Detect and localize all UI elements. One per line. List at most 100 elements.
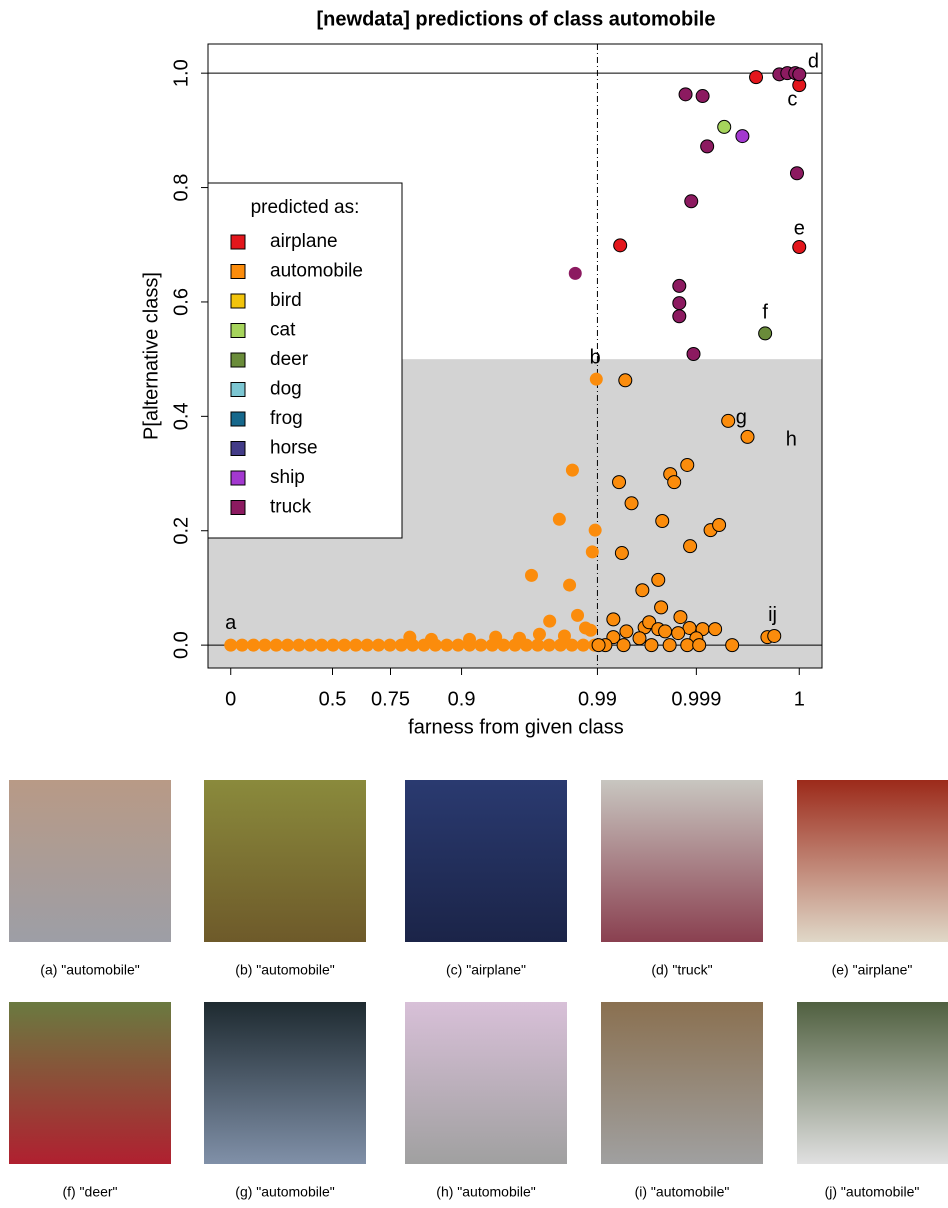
- thumbnail: [797, 1002, 948, 1164]
- point: [543, 614, 557, 628]
- point: [292, 638, 306, 652]
- point: [651, 572, 666, 587]
- point: [624, 496, 639, 511]
- point: [686, 346, 701, 361]
- point: [673, 610, 688, 625]
- point: [360, 638, 374, 652]
- thumbnail: [204, 780, 366, 942]
- y-tick-label: 0.0: [170, 631, 192, 659]
- point: [672, 296, 687, 311]
- chart-title: [newdata] predictions of class automobil…: [317, 8, 716, 30]
- caption: (f) "deer": [62, 1184, 117, 1200]
- point: [337, 638, 351, 652]
- legend-label: truck: [270, 497, 312, 518]
- point: [655, 514, 670, 529]
- point-label: e: [794, 218, 805, 240]
- point: [451, 638, 465, 652]
- point: [635, 583, 650, 598]
- point: [269, 638, 283, 652]
- point: [568, 266, 582, 280]
- point: [612, 475, 627, 490]
- point: [680, 638, 695, 653]
- y-tick-label: 0.8: [170, 174, 192, 202]
- caption: (i) "automobile": [635, 1184, 730, 1200]
- point: [303, 638, 317, 652]
- point: [712, 518, 727, 533]
- x-tick-label: 0.9: [448, 688, 476, 710]
- caption: (d) "truck": [651, 962, 712, 978]
- legend-label: horse: [270, 438, 318, 459]
- point: [735, 129, 750, 144]
- legend-label: cat: [270, 320, 296, 341]
- point: [662, 638, 677, 653]
- point: [563, 578, 577, 592]
- point: [708, 622, 723, 637]
- point: [463, 632, 477, 646]
- legend-label: frog: [270, 408, 303, 429]
- point: [315, 638, 329, 652]
- point: [684, 194, 699, 209]
- caption: (e) "airplane": [832, 962, 913, 978]
- y-axis-label: P[alternative class]: [140, 272, 162, 440]
- point: [246, 638, 260, 652]
- point: [792, 67, 807, 82]
- legend-swatch: [230, 293, 246, 309]
- point: [591, 638, 606, 653]
- point: [576, 638, 590, 652]
- point: [552, 512, 566, 526]
- thumbnail: [601, 1002, 763, 1164]
- point: [531, 638, 545, 652]
- point: [613, 238, 628, 253]
- point: [532, 627, 546, 641]
- thumbnail: [9, 1002, 171, 1164]
- point: [619, 624, 634, 639]
- point: [721, 413, 736, 428]
- point-label: c: [787, 88, 797, 110]
- x-axis-label: farness from given class: [408, 716, 624, 738]
- point: [557, 629, 571, 643]
- point: [565, 638, 579, 652]
- point: [584, 623, 598, 637]
- point: [424, 632, 438, 646]
- point: [717, 119, 732, 134]
- point: [513, 631, 527, 645]
- caption: (h) "automobile": [436, 1184, 535, 1200]
- point-label: d: [808, 51, 819, 73]
- point-label: ij: [768, 604, 777, 626]
- point: [614, 546, 629, 561]
- point: [281, 638, 295, 652]
- legend-swatch: [230, 470, 246, 486]
- point: [542, 638, 556, 652]
- point: [758, 326, 773, 341]
- y-tick-label: 0.6: [170, 288, 192, 316]
- point: [792, 240, 807, 255]
- point: [440, 638, 454, 652]
- legend-label: ship: [270, 467, 305, 488]
- point-label: g: [736, 406, 747, 428]
- point: [565, 463, 579, 477]
- point: [383, 638, 397, 652]
- legend-label: automobile: [270, 261, 363, 282]
- point: [672, 309, 687, 324]
- legend-swatch: [230, 264, 246, 279]
- point: [606, 612, 621, 627]
- thumbnail: [601, 780, 763, 942]
- legend-swatch: [230, 441, 246, 456]
- x-tick-label: 0.5: [319, 688, 347, 710]
- caption: (j) "automobile": [825, 1184, 920, 1200]
- point: [589, 372, 603, 386]
- legend-label: bird: [270, 290, 302, 311]
- point: [671, 626, 686, 641]
- point: [695, 89, 710, 104]
- legend-title: predicted as:: [251, 197, 360, 218]
- point-label: h: [786, 429, 797, 451]
- thumbnail: [9, 780, 171, 942]
- point: [672, 278, 687, 293]
- point: [394, 638, 408, 652]
- legend-label: dog: [270, 379, 302, 400]
- point: [258, 638, 272, 652]
- legend-label: deer: [270, 349, 309, 370]
- thumbnail: [204, 1002, 366, 1164]
